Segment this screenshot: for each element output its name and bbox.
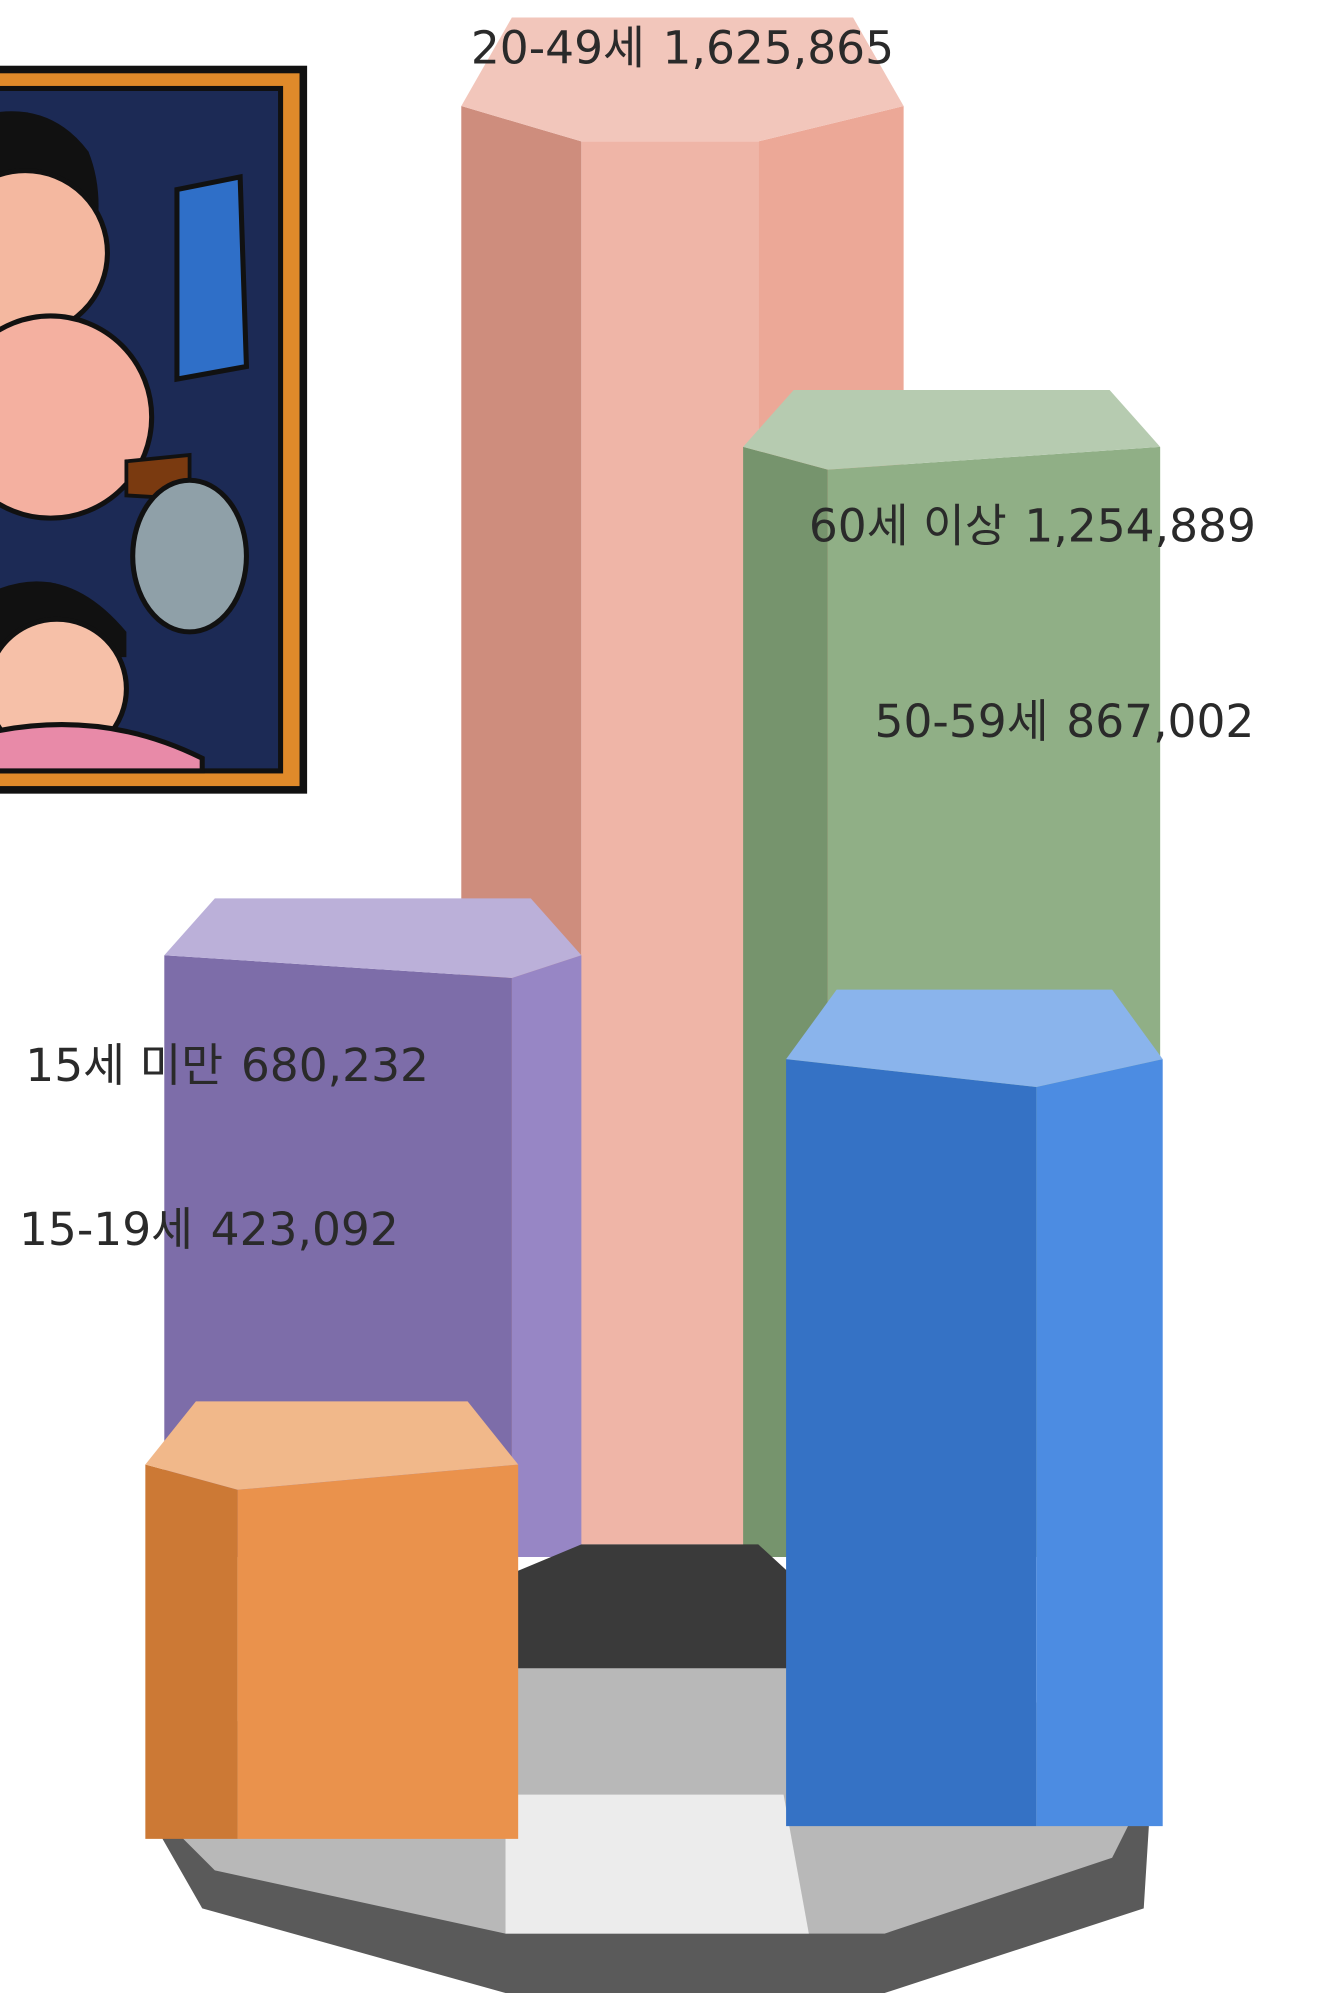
- illustration: [0, 65, 308, 794]
- segment-face: [786, 1059, 1037, 1827]
- base-hole: [511, 1544, 790, 1669]
- category-label: 20-49세: [471, 21, 645, 74]
- value-label: 423,092: [211, 1203, 399, 1256]
- segment-face-side: [511, 955, 582, 1557]
- segment-label: 15세 미만 680,232: [25, 1038, 429, 1091]
- value-label: 1,625,865: [663, 21, 894, 74]
- segment-top: [786, 989, 1163, 1087]
- segment-label: 15-19세 423,092: [19, 1203, 399, 1256]
- segment-label: 60세 이상 1,254,889: [809, 499, 1256, 552]
- category-label: 50-59세: [875, 695, 1049, 748]
- segment: [786, 989, 1163, 1827]
- segment-top: [145, 1401, 519, 1490]
- segment-top: [461, 17, 904, 142]
- value-label: 867,002: [1066, 695, 1254, 748]
- value-label: 680,232: [241, 1038, 429, 1091]
- segment: [145, 1401, 519, 1839]
- segment-face-center: [581, 141, 759, 1545]
- category-label: 60세 이상: [809, 499, 1007, 552]
- segment-top: [743, 389, 1161, 470]
- segment-face: [145, 1464, 238, 1839]
- value-label: 1,254,889: [1024, 499, 1256, 552]
- dress: [0, 722, 205, 774]
- segment-face-side: [1036, 1059, 1163, 1827]
- segment-face-side: [237, 1464, 519, 1839]
- segment-label: 50-59세 867,002: [875, 695, 1255, 748]
- category-label: 15세 미만: [25, 1038, 223, 1091]
- category-label: 15-19세: [19, 1203, 193, 1256]
- grandpa-face: [0, 313, 155, 521]
- base-light: [505, 1794, 809, 1934]
- shoulder: [130, 477, 249, 635]
- arm: [174, 173, 250, 383]
- segment-top: [164, 898, 582, 978]
- segment-label: 20-49세 1,625,865: [471, 21, 894, 74]
